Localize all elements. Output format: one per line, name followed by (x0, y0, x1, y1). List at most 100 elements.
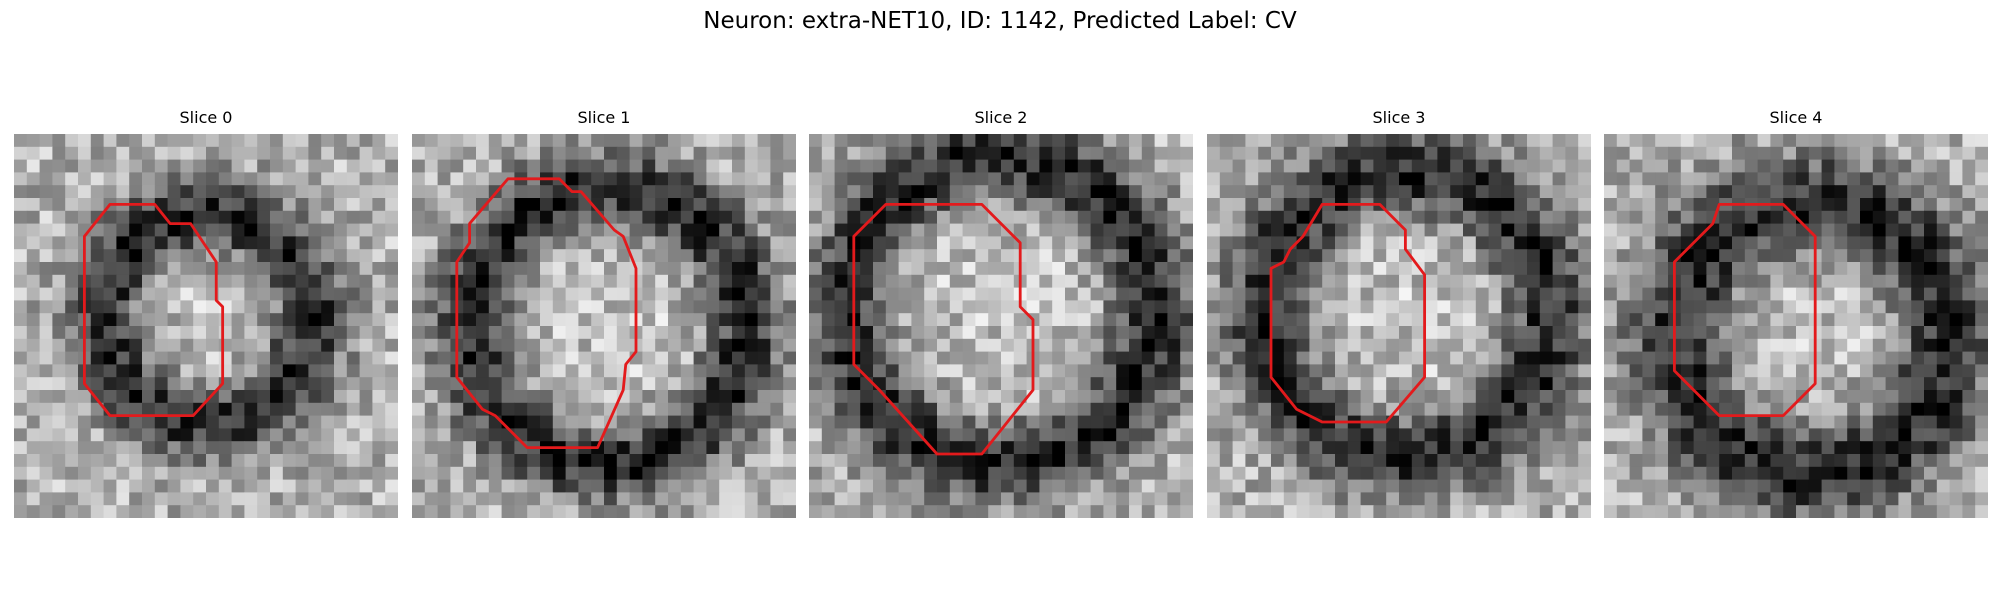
slice-image (14, 134, 398, 518)
image-pixel (1975, 402, 1988, 417)
image-pixel (476, 249, 490, 263)
image-pixel (693, 313, 707, 327)
image-pixel (1116, 505, 1130, 518)
image-pixel (1386, 338, 1400, 353)
image-pixel (975, 313, 989, 327)
image-pixel (1309, 338, 1323, 353)
image-pixel (1924, 134, 1938, 148)
image-pixel (270, 172, 284, 186)
image-pixel (744, 326, 759, 340)
image-pixel (604, 377, 618, 391)
image-pixel (476, 441, 490, 455)
image-pixel (103, 505, 117, 518)
image-pixel (1232, 364, 1246, 378)
image-pixel (1463, 326, 1477, 340)
image-pixel (1770, 492, 1784, 506)
image-pixel (1026, 236, 1040, 250)
image-pixel (1283, 441, 1298, 455)
image-pixel (65, 492, 79, 506)
image-pixel (90, 479, 105, 493)
image-pixel (1821, 236, 1835, 250)
image-pixel (501, 377, 515, 391)
image-pixel (501, 351, 515, 365)
image-pixel (1232, 313, 1246, 327)
image-pixel (744, 364, 759, 378)
image-pixel (1808, 134, 1823, 148)
image-pixel (975, 402, 989, 417)
image-pixel (346, 146, 361, 161)
image-pixel (26, 351, 41, 365)
image-pixel (1962, 146, 1976, 161)
image-pixel (1052, 262, 1066, 276)
image-pixel (1885, 326, 1899, 340)
image-pixel (1719, 287, 1733, 301)
image-pixel (167, 210, 181, 225)
image-pixel (65, 159, 79, 173)
image-pixel (1386, 159, 1400, 173)
image-pixel (1424, 390, 1438, 404)
image-pixel (514, 313, 528, 327)
image-pixel (1962, 479, 1976, 493)
image-pixel (1860, 402, 1874, 417)
image-pixel (1936, 454, 1951, 468)
image-pixel (1039, 198, 1053, 212)
image-pixel (1463, 198, 1477, 212)
image-pixel (1693, 313, 1707, 327)
image-pixel (1167, 338, 1181, 353)
image-pixel (1013, 454, 1028, 468)
image-pixel (1437, 236, 1451, 250)
image-pixel (1271, 159, 1285, 173)
image-pixel (693, 402, 707, 417)
image-pixel (1065, 364, 1079, 378)
image-pixel (1552, 364, 1566, 378)
image-pixel (39, 313, 53, 327)
image-pixel (193, 415, 207, 429)
image-pixel (1783, 287, 1797, 301)
image-pixel (1154, 479, 1168, 493)
image-pixel (1924, 210, 1938, 225)
image-pixel (1821, 390, 1835, 404)
image-pixel (321, 146, 335, 161)
image-pixel (1770, 338, 1784, 353)
image-pixel (1616, 377, 1631, 391)
image-pixel (1796, 466, 1810, 481)
image-pixel (52, 415, 66, 429)
image-pixel (14, 146, 28, 161)
image-pixel (1808, 454, 1823, 468)
image-pixel (809, 326, 823, 340)
image-pixel (26, 172, 41, 186)
image-pixel (308, 223, 322, 237)
image-pixel (616, 198, 631, 212)
image-pixel (308, 185, 322, 199)
image-pixel (1629, 172, 1643, 186)
image-pixel (476, 377, 490, 391)
image-pixel (1680, 223, 1695, 237)
image-pixel (501, 505, 515, 518)
image-pixel (295, 377, 309, 391)
image-pixel (642, 185, 656, 199)
image-pixel (565, 338, 579, 353)
image-pixel (1373, 172, 1387, 186)
image-pixel (1180, 134, 1193, 148)
image-pixel (103, 364, 117, 378)
image-pixel (52, 505, 66, 518)
image-pixel (1860, 364, 1874, 378)
image-pixel (706, 210, 720, 225)
image-pixel (52, 479, 66, 493)
image-pixel (257, 249, 271, 263)
image-pixel (1180, 505, 1193, 518)
image-pixel (770, 236, 784, 250)
image-pixel (1949, 210, 1963, 225)
image-pixel (1949, 326, 1963, 340)
image-pixel (1411, 134, 1426, 148)
image-pixel (1539, 454, 1554, 468)
image-pixel (1514, 390, 1528, 404)
image-pixel (1309, 505, 1323, 518)
image-pixel (412, 351, 426, 365)
image-pixel (1399, 159, 1413, 173)
image-pixel (1655, 287, 1669, 301)
image-pixel (1116, 441, 1130, 455)
image-pixel (1283, 223, 1298, 237)
image-pixel (1424, 479, 1438, 493)
image-pixel (1245, 364, 1259, 378)
